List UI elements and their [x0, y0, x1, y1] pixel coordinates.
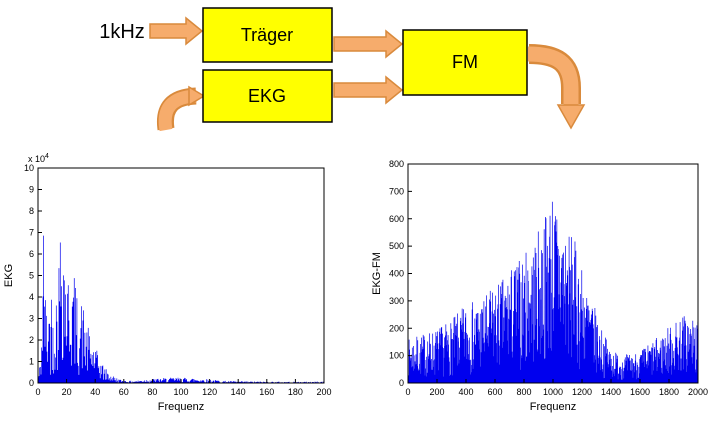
y-tick-label: 0 [29, 378, 34, 388]
y-tick-label: 3 [29, 314, 34, 324]
x-tick-label: 180 [288, 387, 303, 397]
y-tick-label: 6 [29, 249, 34, 259]
x-axis-label: Frequenz [530, 401, 576, 413]
y-scale-label: x 104 [28, 153, 49, 164]
x-tick-label: 120 [202, 387, 217, 397]
x-tick-label: 160 [259, 387, 274, 397]
y-tick-label: 10 [24, 163, 34, 173]
y-tick-label: 400 [389, 269, 404, 279]
x-tick-label: 0 [35, 387, 40, 397]
x-tick-label: 40 [90, 387, 100, 397]
x-tick-label: 2000 [688, 387, 708, 397]
x-tick-label: 200 [429, 387, 444, 397]
x-tick-label: 1600 [630, 387, 650, 397]
x-tick-label: 80 [147, 387, 157, 397]
y-tick-label: 800 [389, 159, 404, 169]
block-fm [402, 29, 528, 96]
y-tick-label: 0 [399, 378, 404, 388]
arrow-ekg-to-fm [333, 75, 404, 105]
x-tick-label: 60 [119, 387, 129, 397]
x-tick-label: 140 [231, 387, 246, 397]
y-tick-label: 100 [389, 351, 404, 361]
x-tick-label: 400 [458, 387, 473, 397]
signal-flow-diagram: 1kHz Träger EKG FM [99, 7, 586, 132]
block-traeger-label: Träger [241, 25, 293, 45]
arrow-fm-output-head [556, 104, 586, 130]
arrow-fm-output [527, 46, 579, 105]
y-tick-label: 7 [29, 228, 34, 238]
y-tick-label: 700 [389, 186, 404, 196]
x-tick-label: 20 [62, 387, 72, 397]
arrow-1khz-to-traeger [149, 16, 204, 46]
block-ekg [202, 69, 333, 123]
y-tick-label: 200 [389, 323, 404, 333]
x-tick-label: 600 [487, 387, 502, 397]
y-tick-label: 4 [29, 292, 34, 302]
ekg-fm-spectrum-chart: 0 200 400 600 800 1000 1200 1400 1600 1800 2000 0 10… [371, 159, 708, 413]
x-tick-label: 1800 [659, 387, 679, 397]
y-tick-label: 5 [29, 271, 34, 281]
ekg-spectrum-chart: 0 20 40 60 80 100 120 140 160 180 200 0 1 2 3 4 5 6 7 8 9 10 F… [3, 153, 332, 413]
y-axis-label: EKG [3, 264, 15, 287]
y-tick-label: 9 [29, 185, 34, 195]
y-tick-label: 600 [389, 214, 404, 224]
arrow-into-ekg-head [188, 85, 206, 107]
x-tick-label: 800 [516, 387, 531, 397]
block-traeger [202, 7, 333, 63]
x-tick-label: 1400 [601, 387, 621, 397]
block-ekg-label: EKG [248, 86, 286, 106]
x-tick-label: 100 [173, 387, 188, 397]
arrow-traeger-to-fm [333, 29, 404, 59]
x-tick-label: 1000 [543, 387, 563, 397]
x-tick-label: 200 [316, 387, 331, 397]
y-axis-label: EKG-FM [371, 252, 383, 295]
y-tick-label: 300 [389, 296, 404, 306]
ekg-spectrum-series [37, 235, 325, 383]
y-tick-label: 8 [29, 206, 34, 216]
block-fm-label: FM [452, 52, 478, 72]
ekg-fm-spectrum-series [407, 201, 699, 383]
x-tick-label: 1200 [572, 387, 592, 397]
y-tick-label: 1 [29, 357, 34, 367]
y-tick-label: 2 [29, 335, 34, 345]
input-frequency-label: 1kHz [99, 21, 145, 43]
x-axis-label: Frequenz [158, 401, 204, 413]
y-tick-label: 500 [389, 241, 404, 251]
x-tick-label: 0 [405, 387, 410, 397]
